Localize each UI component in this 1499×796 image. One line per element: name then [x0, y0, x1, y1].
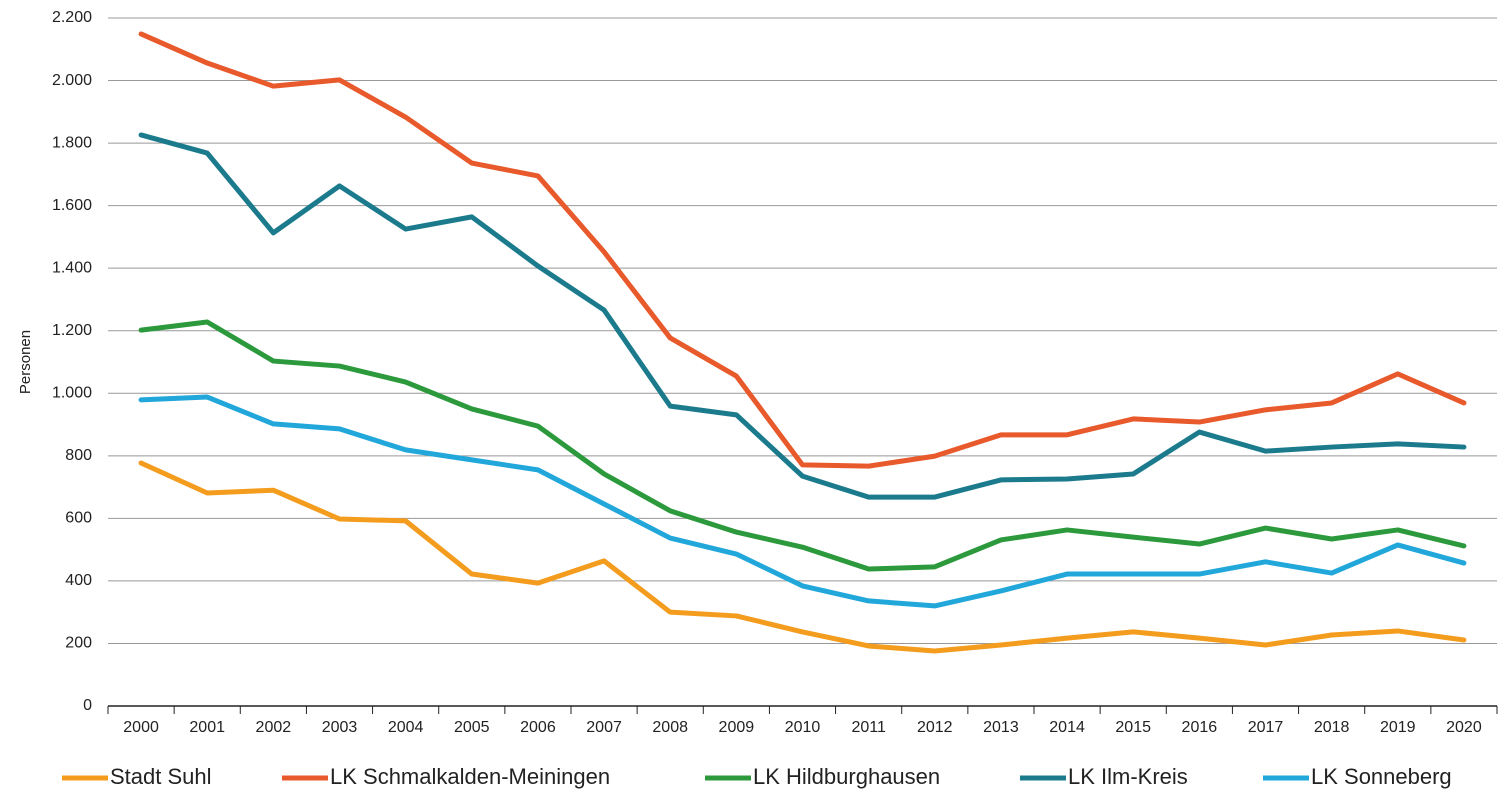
y-tick-label: 1.800: [52, 134, 92, 151]
y-tick-label: 200: [65, 635, 92, 652]
x-tick-label: 2012: [917, 719, 953, 736]
legend-label: LK Sonneberg: [1311, 764, 1452, 789]
x-tick-label: 2014: [1049, 719, 1085, 736]
series-line: [138, 31, 1467, 469]
x-tick-label: 2005: [454, 719, 490, 736]
y-tick-label: 0: [83, 697, 92, 714]
x-tick-label: 2000: [123, 719, 159, 736]
x-tick-label: 2017: [1248, 719, 1284, 736]
x-tick-label: 2013: [983, 719, 1019, 736]
x-tick-label: 2006: [520, 719, 556, 736]
x-tick-label: 2004: [388, 719, 424, 736]
x-tick-label: 2010: [785, 719, 821, 736]
series-line: [138, 319, 1467, 572]
series-line: [138, 132, 1467, 500]
y-tick-label: 1.400: [52, 259, 92, 276]
x-tick-label: 2008: [652, 719, 688, 736]
x-tick-label: 2015: [1115, 719, 1151, 736]
x-tick-label: 2018: [1314, 719, 1350, 736]
y-tick-label: 800: [65, 447, 92, 464]
x-tick-label: 2007: [586, 719, 622, 736]
y-tick-label: 600: [65, 510, 92, 527]
x-tick-label: 2001: [189, 719, 225, 736]
legend-label: LK Schmalkalden-Meiningen: [330, 764, 610, 789]
x-tick-label: 2011: [851, 719, 886, 736]
x-tick-label: 2002: [256, 719, 292, 736]
legend-label: LK Ilm-Kreis: [1068, 764, 1188, 789]
x-tick-label: 2016: [1182, 719, 1218, 736]
x-tick-label: 2003: [322, 719, 358, 736]
y-tick-label: 1.600: [52, 197, 92, 214]
x-tick-label: 2009: [719, 719, 755, 736]
x-tick-label: 2020: [1446, 719, 1482, 736]
y-axis-label: Personen: [17, 330, 34, 394]
x-tick-label: 2019: [1380, 719, 1416, 736]
legend-label: Stadt Suhl: [110, 764, 212, 789]
legend-label: LK Hildburghausen: [753, 764, 940, 789]
y-tick-label: 1.000: [52, 384, 92, 401]
series-line: [138, 460, 1467, 654]
y-tick-label: 1.200: [52, 322, 92, 339]
y-tick-label: 2.000: [52, 72, 92, 89]
series-line: [138, 394, 1467, 609]
y-tick-label: 400: [65, 572, 92, 589]
y-tick-label: 2.200: [52, 9, 92, 26]
